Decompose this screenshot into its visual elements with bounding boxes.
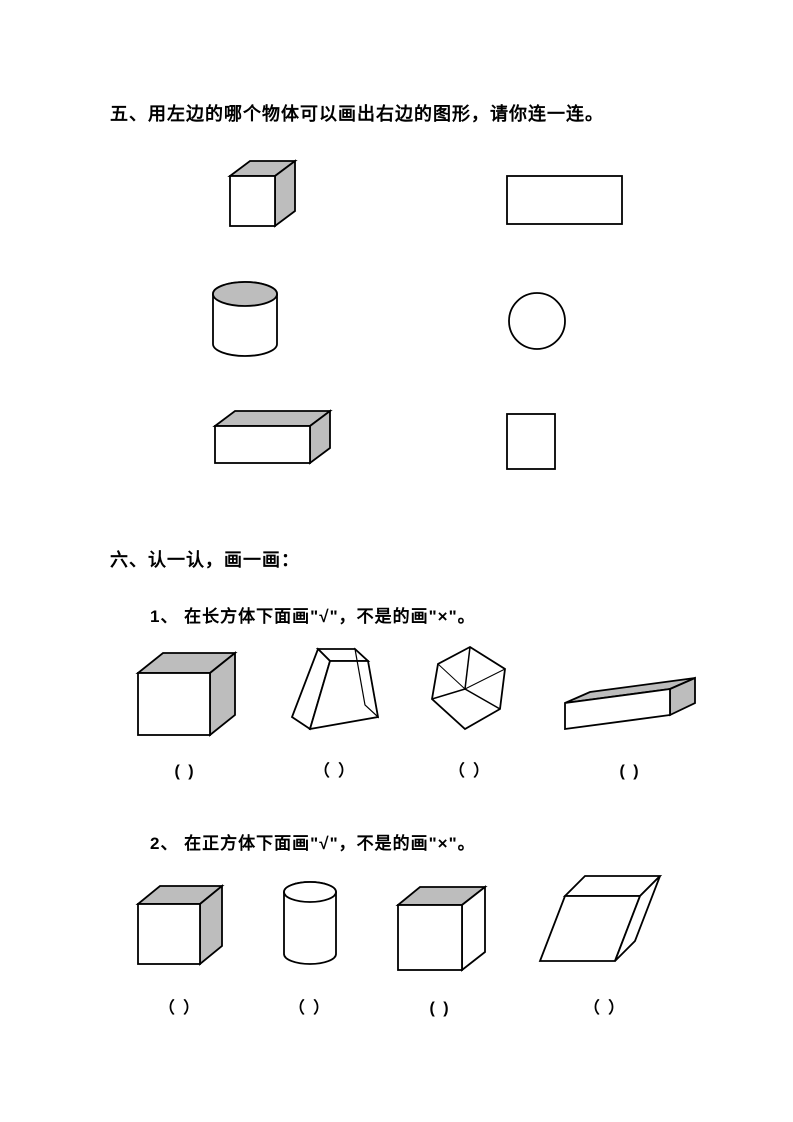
paren: ( ): [619, 763, 640, 781]
cube-icon: [380, 877, 500, 982]
paren: （ ）: [159, 994, 201, 1018]
q5-right-circle: [442, 276, 684, 366]
paren: ( ): [429, 1000, 450, 1018]
frustum-icon: [280, 639, 390, 739]
polyhedron-icon: [420, 639, 520, 739]
q6-row2: （ ） （ ） ( ): [120, 866, 683, 1018]
q5-right-rectangle: [442, 156, 684, 246]
q6-1-shape4: ( ): [550, 675, 710, 781]
q6-row1: ( ) （ ） （ ）: [120, 639, 683, 781]
q6-2-shape3: ( ): [380, 877, 500, 1018]
q5-title: 五、用左边的哪个物体可以画出右边的图形，请你连一连。: [110, 100, 683, 126]
q5-right-square: [442, 396, 684, 486]
paren: （ ）: [289, 994, 331, 1018]
long-cuboid-icon: [550, 675, 710, 745]
cylinder-icon: [270, 876, 350, 976]
q6-2-shape4: （ ）: [530, 866, 680, 1018]
paren: （ ）: [449, 757, 491, 781]
cuboid-icon: [200, 406, 350, 476]
q5-left-cylinder: [200, 276, 442, 366]
q6-1-shape2: （ ）: [280, 639, 390, 781]
q6-1-shape3: （ ）: [420, 639, 520, 781]
q6-sub1: 1、 在长方体下面画"√"，不是的画"×"。: [150, 602, 683, 627]
cylinder-icon: [200, 276, 290, 366]
q5-left-cuboid: [200, 396, 442, 486]
paren: ( ): [174, 763, 195, 781]
circle-icon: [502, 286, 572, 356]
rectangle-icon: [502, 171, 632, 231]
cube-icon: [120, 876, 240, 976]
square-icon: [502, 409, 562, 474]
paren: （ ）: [584, 994, 626, 1018]
cube-icon: [200, 156, 310, 246]
q5-left-cube: [200, 156, 442, 246]
cube-icon: [120, 645, 250, 745]
parallelepiped-icon: [530, 866, 680, 976]
q6-2-shape1: （ ）: [120, 876, 240, 1018]
q6-2-shape2: （ ）: [270, 876, 350, 1018]
q5-matching-grid: [200, 156, 683, 486]
q6-sub2: 2、 在正方体下面画"√"，不是的画"×"。: [150, 829, 683, 854]
paren: （ ）: [314, 757, 356, 781]
q6-title: 六、认一认，画一画：: [110, 546, 683, 572]
q6-1-shape1: ( ): [120, 645, 250, 781]
